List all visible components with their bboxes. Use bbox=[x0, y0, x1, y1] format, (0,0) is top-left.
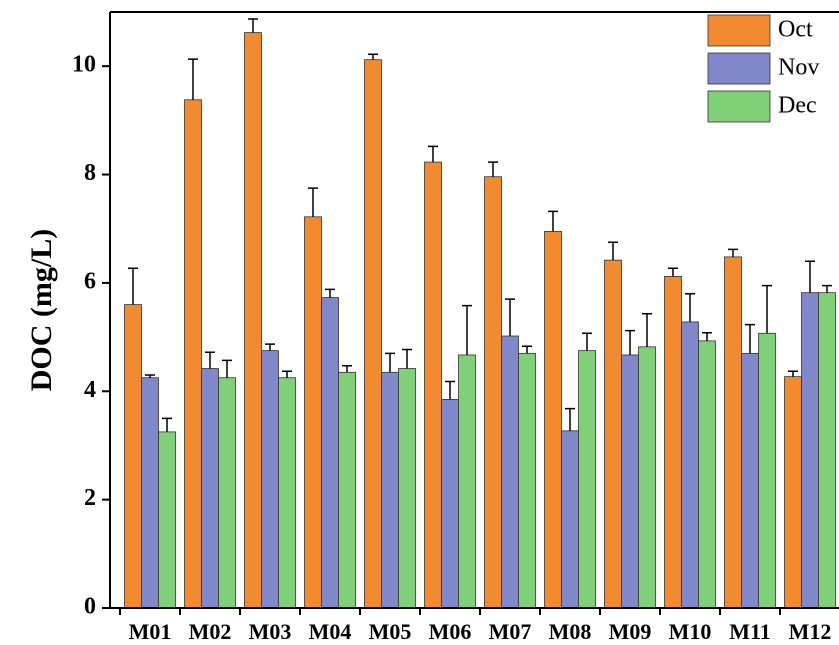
legend-label: Dec bbox=[778, 93, 817, 119]
error-bar bbox=[462, 304, 472, 355]
x-tick-label: M09 bbox=[609, 619, 652, 644]
y-tick-label: 2 bbox=[84, 485, 96, 511]
error-bar bbox=[265, 343, 275, 351]
error-bar bbox=[548, 210, 558, 232]
x-tick-label: M05 bbox=[369, 619, 412, 644]
bar bbox=[638, 346, 656, 609]
bar bbox=[724, 256, 742, 609]
x-tick-label: M08 bbox=[549, 619, 592, 644]
bar bbox=[741, 352, 759, 609]
error-bar bbox=[745, 323, 755, 354]
error-bar bbox=[625, 329, 635, 355]
bar bbox=[321, 297, 339, 609]
bar bbox=[604, 259, 622, 609]
y-tick-label: 0 bbox=[84, 594, 96, 620]
x-tick-label: M01 bbox=[129, 619, 172, 644]
error-bar bbox=[608, 241, 618, 261]
bar bbox=[158, 431, 176, 609]
bar bbox=[141, 377, 159, 609]
bar bbox=[698, 340, 716, 609]
bar bbox=[278, 377, 296, 609]
legend-label: Oct bbox=[778, 17, 813, 43]
bar bbox=[424, 161, 442, 609]
bar bbox=[218, 377, 236, 609]
error-bar bbox=[702, 332, 712, 341]
bar bbox=[338, 371, 356, 609]
bar bbox=[518, 352, 536, 609]
bar bbox=[381, 371, 399, 609]
error-bar bbox=[308, 187, 318, 217]
x-tick-label: M10 bbox=[669, 619, 712, 644]
legend-swatch bbox=[707, 14, 771, 47]
legend-label: Nov bbox=[778, 55, 819, 81]
bar bbox=[578, 350, 596, 609]
error-bar bbox=[642, 313, 652, 347]
bar bbox=[801, 292, 819, 609]
x-tick-label: M04 bbox=[309, 619, 352, 644]
error-bar bbox=[505, 298, 515, 337]
error-bar bbox=[325, 288, 335, 298]
bar bbox=[364, 59, 382, 609]
bar bbox=[304, 216, 322, 609]
bar bbox=[664, 276, 682, 609]
legend-swatch bbox=[707, 90, 771, 123]
bar bbox=[681, 321, 699, 609]
error-bar bbox=[685, 292, 695, 322]
bar bbox=[784, 376, 802, 609]
error-bar bbox=[385, 352, 395, 373]
bar bbox=[441, 398, 459, 609]
bar bbox=[458, 354, 476, 609]
error-bar bbox=[145, 374, 155, 378]
error-bar bbox=[728, 248, 738, 257]
error-bar bbox=[282, 370, 292, 378]
bar bbox=[561, 430, 579, 609]
y-tick-label: 4 bbox=[84, 377, 96, 403]
bar bbox=[244, 32, 262, 609]
x-tick-label: M06 bbox=[429, 619, 472, 644]
bar bbox=[124, 304, 142, 609]
error-bar bbox=[762, 284, 772, 334]
error-bar bbox=[128, 267, 138, 305]
legend-swatch bbox=[707, 52, 771, 85]
error-bar bbox=[342, 365, 352, 373]
error-bar bbox=[368, 53, 378, 60]
error-bar bbox=[805, 260, 815, 293]
x-tick-label: M02 bbox=[189, 619, 232, 644]
y-tick-label: 8 bbox=[84, 160, 96, 186]
x-tick-label: M03 bbox=[249, 619, 292, 644]
error-bar bbox=[488, 161, 498, 177]
x-tick-label: M12 bbox=[789, 619, 832, 644]
error-bar bbox=[522, 345, 532, 354]
y-axis-label: DOC (mg/L) bbox=[25, 229, 58, 391]
y-tick-label: 10 bbox=[72, 52, 96, 78]
bar bbox=[484, 176, 502, 609]
bar bbox=[501, 335, 519, 609]
error-bar bbox=[788, 370, 798, 377]
error-bar bbox=[162, 417, 172, 432]
bar bbox=[261, 350, 279, 609]
bar bbox=[621, 354, 639, 609]
x-tick-label: M07 bbox=[489, 619, 532, 644]
bar bbox=[758, 332, 776, 609]
error-bar bbox=[565, 407, 575, 431]
error-bar bbox=[428, 145, 438, 163]
bar bbox=[818, 292, 836, 609]
x-tick-label: M11 bbox=[729, 619, 771, 644]
bar bbox=[398, 368, 416, 609]
y-tick-label: 6 bbox=[84, 268, 96, 294]
error-bar bbox=[822, 284, 832, 293]
error-bar bbox=[445, 380, 455, 400]
error-bar bbox=[188, 58, 198, 100]
error-bar bbox=[205, 351, 215, 369]
error-bar bbox=[582, 332, 592, 351]
bar bbox=[544, 231, 562, 609]
bar bbox=[201, 368, 219, 609]
error-bar bbox=[222, 359, 232, 378]
bar bbox=[184, 99, 202, 609]
error-bar bbox=[402, 348, 412, 369]
error-bar bbox=[248, 18, 258, 33]
error-bar bbox=[668, 267, 678, 277]
